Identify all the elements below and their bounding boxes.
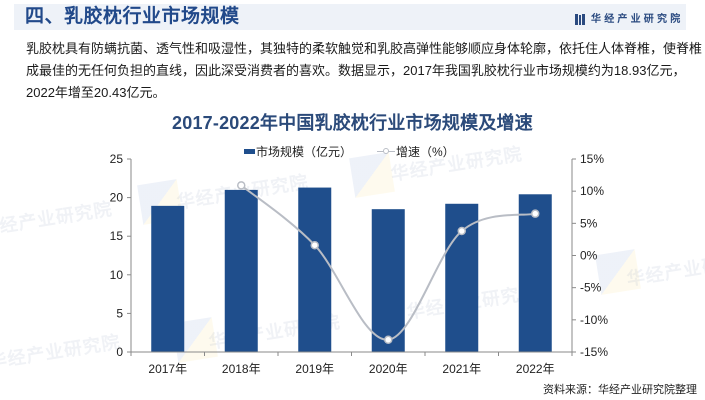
x-tick-label: 2020年: [369, 362, 408, 376]
legend-label: 增速（%）: [396, 144, 455, 159]
y-right-tick-label: 5%: [580, 216, 598, 230]
growth-point-marker: [457, 226, 466, 236]
growth-point-marker: [310, 240, 319, 250]
growth-point-marker: [384, 335, 393, 345]
header-band: [14, 4, 686, 30]
bar: [445, 203, 479, 352]
brand-name: 华经产业研究院: [591, 13, 684, 25]
line-series: [237, 181, 540, 345]
paragraph-line: 2022年增至20.43亿元。: [26, 85, 166, 100]
y-right-tick-label: 10%: [580, 184, 604, 198]
growth-point-marker: [531, 209, 540, 218]
legend-label: 市场规模（亿元）: [256, 144, 353, 159]
paragraph-line: 成最佳的无任何负担的直线，因此深受消费者的喜欢。数据显示，2017年我国乳胶枕行…: [26, 63, 686, 78]
intro-paragraph: 乳胶枕具有防螨抗菌、透气性和吸湿性，其独特的柔软触觉和乳胶高弹性能够顺应身体轮廓…: [26, 38, 703, 104]
y-left-tick-label: 15: [110, 229, 124, 243]
x-tick-label: 2021年: [442, 362, 481, 376]
legend-item-growth: 增速（%）: [352, 143, 455, 160]
x-tick-label: 2022年: [516, 362, 555, 376]
y-left-tick-label: 0: [116, 345, 123, 359]
y-right-tick-label: -5%: [580, 281, 602, 295]
brand-logo: 华经产业研究院: [575, 9, 683, 25]
bar: [298, 187, 332, 352]
bar-series: [151, 187, 552, 352]
bar: [224, 189, 258, 352]
y-right-tick-label: -10%: [580, 313, 608, 327]
growth-point-marker: [237, 181, 246, 190]
axis-labels: 0 5 10 15 20 25 -15% -10% -5% 0% 5% 10% 15% 2017年 2018…: [110, 152, 609, 376]
book-icon: [575, 12, 585, 25]
y-right-tick-label: -15%: [580, 345, 608, 359]
paragraph-line: 乳胶枕具有防螨抗菌、透气性和吸湿性，其独特的柔软触觉和乳胶高弹性能够顺应身体轮廓…: [26, 41, 703, 56]
page-title: 四、乳胶枕行业市场规模: [25, 6, 240, 27]
bar: [371, 209, 405, 352]
legend-bar-swatch-icon: [244, 148, 255, 154]
y-right-tick-label: 0%: [580, 249, 598, 263]
chart-axes: [127, 158, 576, 356]
x-tick-label: 2017年: [148, 362, 187, 376]
bar: [151, 205, 185, 352]
legend-line-marker-icon: [377, 146, 396, 156]
source-note: 资料来源：华经产业研究院整理: [543, 384, 697, 396]
y-left-tick-label: 25: [110, 152, 124, 166]
y-left-tick-label: 10: [110, 268, 124, 282]
x-tick-label: 2019年: [295, 362, 334, 376]
x-tick-label: 2018年: [222, 362, 261, 376]
chart-title: 2017-2022年中国乳胶枕行业市场规模及增速: [172, 113, 533, 133]
y-left-tick-label: 20: [110, 191, 124, 205]
chart-legend: 市场规模（亿元） 增速（%）: [244, 142, 455, 160]
y-right-tick-label: 15%: [580, 152, 604, 166]
legend-item-market-size: 市场规模（亿元）: [244, 143, 352, 160]
bar: [518, 194, 552, 352]
y-left-tick-label: 5: [116, 306, 123, 320]
